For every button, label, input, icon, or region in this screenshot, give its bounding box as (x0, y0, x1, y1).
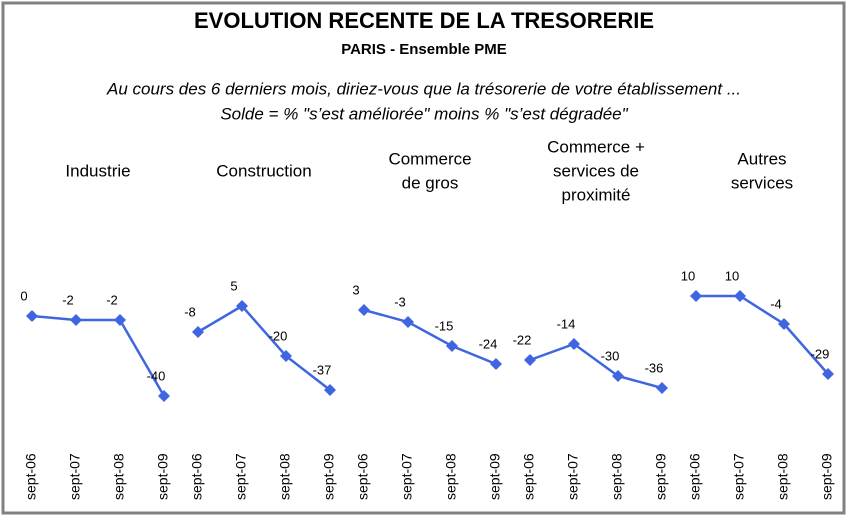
panel-title: Industrie (65, 161, 130, 180)
x-tick-label: sept-07 (731, 453, 747, 500)
value-label: -36 (645, 360, 664, 375)
line (696, 294, 829, 375)
value-label: -2 (106, 292, 118, 307)
point (158, 390, 170, 402)
value-label: -2 (62, 292, 74, 307)
value-label: -4 (770, 296, 782, 311)
value-label: -30 (601, 348, 620, 363)
value-label: -37 (313, 362, 332, 377)
note: Au cours des 6 derniers mois, diriez-vou… (106, 79, 741, 98)
point (734, 290, 746, 302)
x-tick-label: sept-08 (775, 453, 791, 500)
panel-title: proximité (562, 185, 631, 204)
value-label: -8 (184, 304, 196, 319)
point (490, 358, 502, 370)
point (778, 318, 790, 330)
point (612, 370, 624, 382)
x-tick-label: sept-09 (155, 453, 171, 500)
panel-title: services de (553, 161, 639, 180)
x-tick-label: sept-06 (521, 453, 537, 500)
x-tick-label: sept-07 (565, 453, 581, 500)
note: Solde = % "s’est améliorée" moins % "s’e… (220, 104, 628, 123)
value-label: -15 (435, 318, 454, 333)
x-tick-label: sept-08 (609, 453, 625, 500)
value-label: 10 (681, 268, 695, 283)
line (363, 308, 497, 366)
point (402, 316, 414, 328)
point (656, 382, 668, 394)
panel-title: Autres (737, 149, 786, 168)
panel-title: Commerce + (547, 137, 645, 156)
point (236, 300, 248, 312)
x-tick-label: sept-08 (277, 453, 293, 500)
x-tick-label: sept-09 (653, 453, 669, 500)
point (568, 338, 580, 350)
point (192, 326, 204, 338)
point (358, 304, 370, 316)
value-label: -24 (479, 336, 498, 351)
value-label: 3 (352, 282, 359, 297)
point (690, 290, 702, 302)
point (446, 340, 458, 352)
value-label: -22 (513, 332, 532, 347)
x-tick-label: sept-09 (321, 453, 337, 500)
x-tick-label: sept-07 (399, 453, 415, 500)
x-tick-label: sept-08 (111, 453, 127, 500)
line (197, 304, 331, 391)
x-tick-label: sept-06 (189, 453, 205, 500)
point (70, 314, 82, 326)
value-label: -20 (269, 328, 288, 343)
value-label: 10 (725, 268, 739, 283)
x-tick-label: sept-07 (67, 453, 83, 500)
value-label: -40 (147, 368, 166, 383)
x-tick-label: sept-06 (355, 453, 371, 500)
line (31, 314, 166, 397)
line (529, 342, 663, 390)
panel-title: de gros (402, 173, 459, 192)
value-label: -29 (811, 346, 830, 361)
panel-title: Commerce (388, 149, 471, 168)
point (822, 368, 834, 380)
x-tick-label: sept-09 (487, 453, 503, 500)
point (114, 314, 126, 326)
value-label: 0 (20, 288, 27, 303)
chart-title: EVOLUTION RECENTE DE LA TRESORERIE (194, 8, 654, 33)
x-tick-label: sept-08 (443, 453, 459, 500)
value-label: -14 (557, 316, 576, 331)
x-tick-label: sept-06 (687, 453, 703, 500)
point (26, 310, 38, 322)
point (324, 384, 336, 396)
value-label: -3 (394, 294, 406, 309)
x-tick-label: sept-06 (23, 453, 39, 500)
x-tick-label: sept-07 (233, 453, 249, 500)
panel-title: services (731, 173, 793, 192)
panel-title: Construction (216, 161, 311, 180)
value-label: 5 (230, 278, 237, 293)
point (280, 350, 292, 362)
x-tick-label: sept-09 (819, 453, 835, 500)
chart-subtitle: PARIS - Ensemble PME (341, 41, 507, 58)
point (524, 354, 536, 366)
